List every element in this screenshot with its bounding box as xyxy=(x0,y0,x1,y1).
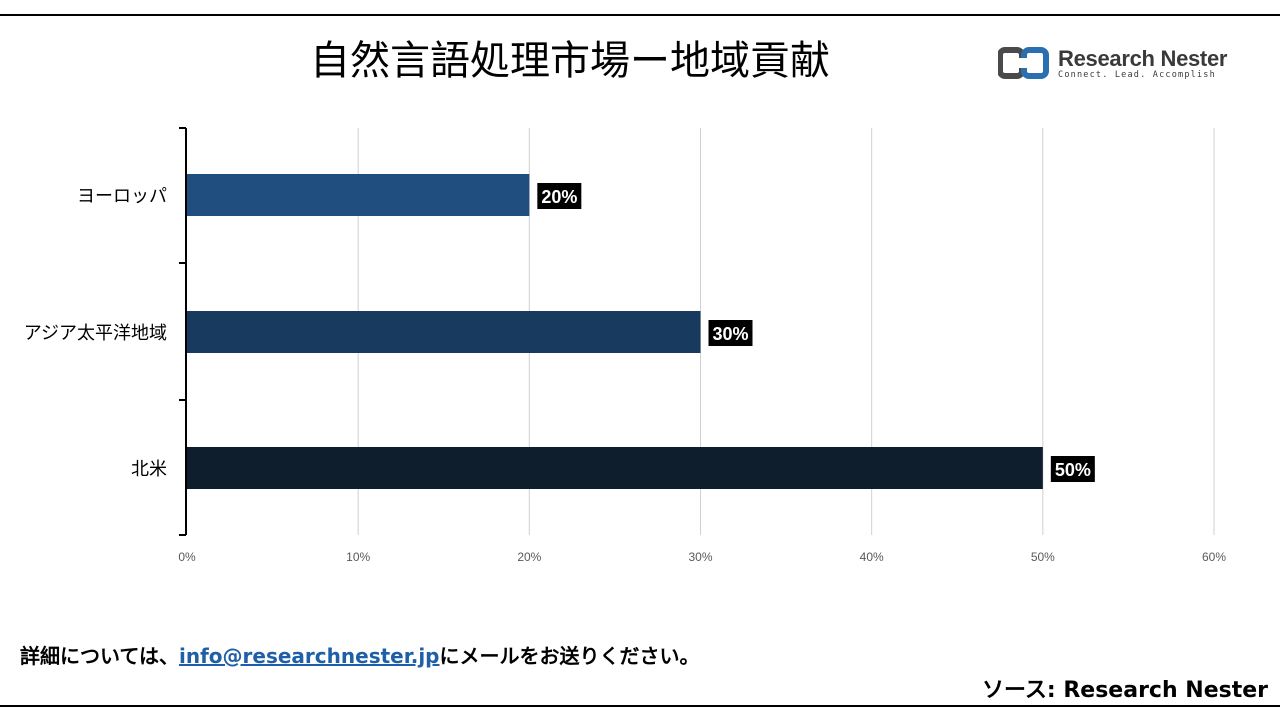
x-tick-label: 40% xyxy=(860,550,884,564)
x-tick-label: 50% xyxy=(1031,550,1055,564)
data-label-background xyxy=(1050,456,1095,482)
data-label: 50% xyxy=(1055,460,1091,480)
research-nester-logo: Research Nester Connect. Lead. Accomplis… xyxy=(998,44,1228,84)
bar xyxy=(187,174,530,216)
x-tick-label: 60% xyxy=(1202,550,1226,564)
contact-note: 詳細については、info@researchnester.jpにメールをお送りくだ… xyxy=(20,640,700,669)
x-tick-label: 0% xyxy=(178,550,196,564)
data-label: 20% xyxy=(541,187,577,207)
data-label-background xyxy=(537,183,582,209)
x-tick-label: 30% xyxy=(688,550,712,564)
bottom-rule xyxy=(0,705,1280,707)
source-credit: ソース: Research Nester xyxy=(981,678,1268,703)
bar xyxy=(187,447,1043,489)
logo-tagline: Connect. Lead. Accomplish xyxy=(1058,70,1216,80)
data-label: 30% xyxy=(712,324,748,344)
contact-suffix: にメールをお送りください。 xyxy=(439,644,700,668)
category-label: ヨーロッパ xyxy=(77,186,167,207)
x-tick-label: 20% xyxy=(517,550,541,564)
logo-mark-icon xyxy=(998,47,1049,79)
bar-chart: 0% 10% 20% 30% 40% 50% 60% ヨーロッパ 20% アジア太平洋地域 30% 北… xyxy=(24,127,1226,564)
top-rule xyxy=(0,14,1280,16)
bar xyxy=(187,311,701,353)
x-tick-label: 10% xyxy=(346,550,370,564)
category-label: 北米 xyxy=(131,459,167,480)
contact-prefix: 詳細については、 xyxy=(20,644,179,668)
contact-email-link[interactable]: info@researchnester.jp xyxy=(179,644,440,668)
chart-title: 自然言語処理市場ー地域貢献 xyxy=(310,38,830,84)
category-label: アジア太平洋地域 xyxy=(24,323,167,344)
logo-name: Research Nester xyxy=(1058,46,1228,71)
data-label-background xyxy=(708,320,753,346)
